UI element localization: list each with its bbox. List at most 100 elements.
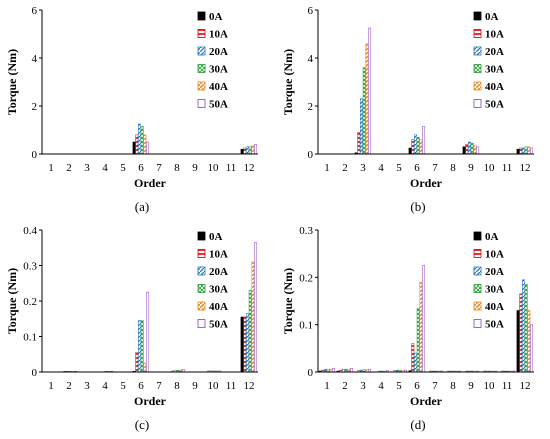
bar-10A-order-12: [519, 147, 523, 155]
legend-label: 40A: [209, 301, 228, 313]
legend-swatch-30A: [473, 284, 482, 293]
bar-20A-order-3: [360, 98, 363, 155]
bar-50A-order-12: [254, 144, 258, 155]
x-tick-label: 2: [66, 380, 72, 392]
y-tick-label: 6: [308, 5, 314, 17]
legend-swatch-30A: [473, 64, 482, 73]
x-tick-label: 3: [84, 380, 90, 392]
x-tick-label: 9: [468, 162, 474, 174]
y-tick-label: 2: [32, 101, 38, 113]
bar-0A-order-12: [516, 148, 520, 155]
y-axis-label: Torque (Nm): [5, 268, 19, 334]
x-tick-label: 8: [174, 380, 180, 392]
x-tick-label: 1: [324, 380, 330, 392]
bar-10A-order-3: [357, 132, 361, 155]
legend-swatch-20A: [197, 266, 206, 276]
x-tick-label: 3: [360, 380, 366, 392]
bar-10A-order-6: [411, 343, 415, 373]
x-tick-label: 12: [244, 162, 255, 174]
bar-20A-order-6: [414, 352, 417, 373]
bar-40A-order-6: [419, 281, 423, 373]
legend-swatch-0A: [473, 11, 482, 21]
chart-panel-c: 00.10.20.30.41 2 3 4 5 6 7 8 9 10 11 12OrderTorque …: [5, 225, 258, 432]
x-tick-label: 9: [192, 162, 198, 174]
x-tick-label: 9: [192, 380, 198, 392]
legend-label: 50A: [209, 99, 228, 111]
legend-label: 20A: [485, 266, 504, 278]
panel-label: (a): [135, 199, 149, 214]
bar-40A-order-3: [365, 43, 369, 155]
y-tick-label: 0: [32, 149, 38, 161]
y-tick-label: 4: [308, 53, 314, 65]
x-tick-label: 4: [102, 162, 108, 174]
x-tick-label: 11: [226, 380, 237, 392]
legend-swatch-40A: [197, 81, 206, 91]
y-tick-label: 2: [308, 101, 314, 113]
legend-swatch-30A: [197, 64, 206, 73]
x-tick-label: 4: [102, 380, 108, 392]
bar-10A-order-6: [135, 352, 139, 373]
legend-label: 30A: [485, 64, 504, 76]
x-tick-label: 10: [484, 162, 496, 174]
bar-10A-order-12: [243, 316, 247, 373]
bar-30A-order-3: [362, 67, 366, 155]
legend-label: 50A: [485, 99, 504, 111]
x-tick-label: 5: [120, 380, 126, 392]
x-tick-label: 6: [138, 162, 144, 174]
x-tick-label: 2: [342, 380, 348, 392]
legend-swatch-20A: [473, 266, 482, 276]
bar-0A-order-12: [516, 310, 520, 373]
x-axis-label: Order: [134, 176, 167, 190]
x-tick-label: 11: [502, 380, 513, 392]
legend-label: 10A: [209, 249, 228, 261]
x-tick-label: 4: [378, 380, 384, 392]
bar-0A-order-6: [132, 141, 136, 155]
legend: 0A 10A 20A 30A 40A 50A: [197, 11, 228, 111]
bar-20A-order-6: [138, 123, 141, 155]
legend: 0A 10A 20A 30A 40A 50A: [473, 231, 504, 331]
legend-label: 0A: [485, 11, 499, 23]
y-axis-label: Torque (Nm): [5, 49, 19, 115]
legend-label: 50A: [209, 319, 228, 331]
legend-swatch-30A: [197, 284, 206, 293]
y-tick-label: 0: [308, 149, 314, 161]
x-axis-label: Order: [410, 394, 443, 408]
bar-50A-order-2: [350, 367, 354, 373]
x-tick-label: 6: [138, 380, 144, 392]
legend-label: 20A: [209, 46, 228, 58]
bar-50A-order-6: [422, 265, 426, 373]
legend-label: 40A: [485, 301, 504, 313]
bar-50A-order-12: [254, 242, 258, 373]
y-tick-label: 0.3: [23, 261, 37, 273]
bar-50A-order-6: [146, 291, 150, 373]
bar-20A-order-12: [246, 313, 249, 373]
x-axis-label: Order: [410, 176, 443, 190]
legend-swatch-40A: [473, 81, 482, 91]
x-tick-label: 6: [414, 162, 420, 174]
x-tick-label: 7: [156, 162, 162, 174]
y-tick-label: 4: [32, 53, 38, 65]
bar-40A-order-6: [143, 362, 147, 373]
bar-10A-order-6: [411, 139, 415, 155]
bar-50A-order-1: [332, 367, 336, 373]
bar-20A-order-6: [138, 320, 141, 373]
x-tick-label: 3: [360, 162, 366, 174]
x-tick-label: 12: [520, 380, 531, 392]
legend-label: 20A: [209, 266, 228, 278]
panel-label: (d): [410, 417, 425, 432]
bar-30A-order-6: [140, 126, 144, 155]
bar-20A-order-12: [522, 147, 525, 155]
bar-40A-order-12: [251, 145, 255, 155]
legend-swatch-10A: [197, 249, 206, 258]
x-tick-label: 10: [208, 380, 220, 392]
x-tick-label: 11: [502, 162, 513, 174]
bar-10A-order-12: [519, 293, 523, 373]
legend-swatch-50A: [473, 319, 482, 328]
x-tick-label: 7: [432, 162, 438, 174]
bar-0A-order-6: [408, 147, 412, 155]
bar-50A-order-12: [530, 147, 534, 155]
bar-10A-order-9: [465, 144, 469, 155]
bar-20A-order-9: [468, 141, 471, 155]
